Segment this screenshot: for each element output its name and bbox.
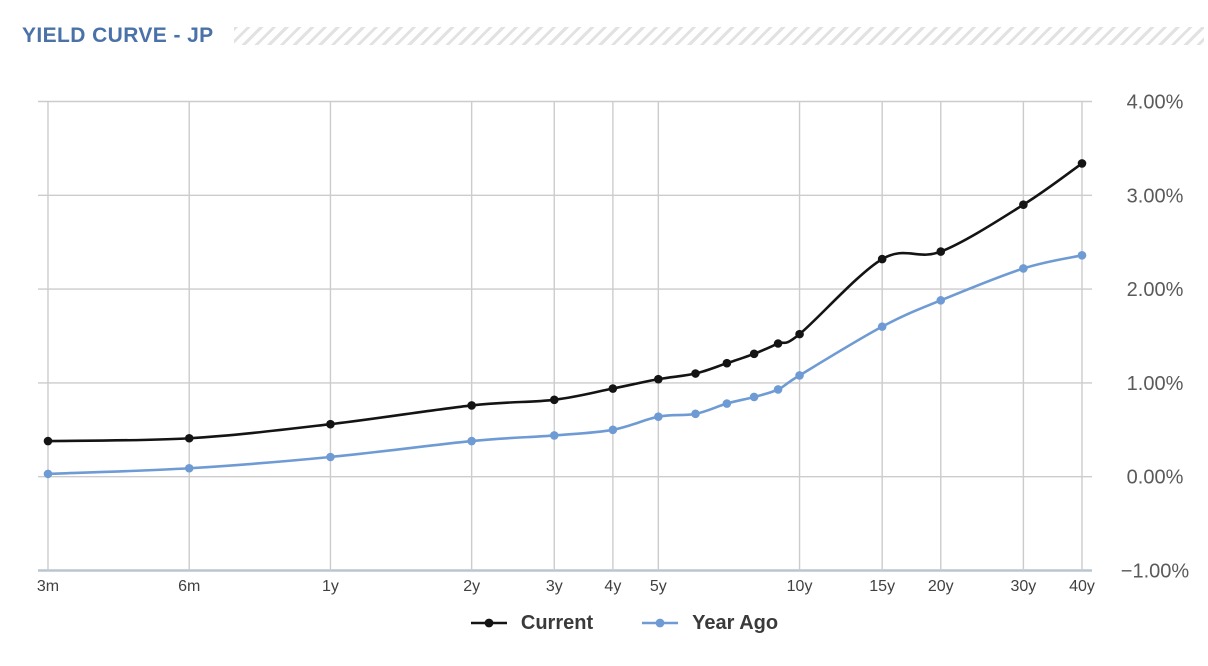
point-current-20y: [936, 247, 946, 256]
point-year-ago-4y: [608, 425, 618, 435]
title-hatch-decoration: [233, 27, 1204, 45]
x-tick-label-3y: 3y: [546, 578, 563, 595]
point-year-ago-30y: [1019, 264, 1028, 273]
x-tick-label-10y: 10y: [787, 578, 813, 595]
legend-item-year-ago[interactable]: Year Ago: [641, 613, 778, 633]
x-tick-label-1y: 1y: [322, 578, 339, 595]
point-year-ago-9y: [773, 385, 783, 394]
point-current-9y: [773, 339, 783, 348]
point-year-ago-15y: [877, 322, 887, 331]
page-title: YIELD CURVE - JP: [22, 24, 214, 47]
point-current-6y: [691, 369, 700, 378]
y-tick-label-3: 3.00%: [1127, 185, 1184, 207]
legend-item-current[interactable]: Current: [470, 613, 593, 633]
point-current-30y: [1019, 200, 1028, 209]
current-line-marker-icon: [470, 618, 507, 628]
point-current-7y: [722, 358, 732, 368]
point-year-ago-6y: [691, 409, 700, 419]
point-year-ago-5y: [654, 412, 663, 421]
point-current-3y: [549, 395, 559, 405]
legend-label-current: Current: [520, 612, 594, 634]
point-current-6m: [184, 433, 194, 443]
legend-marker-dot: [655, 618, 665, 628]
x-tick-label-6m: 6m: [178, 578, 200, 595]
point-current-10y: [795, 329, 804, 339]
x-tick-label-30y: 30y: [1010, 578, 1036, 595]
point-current-4y: [608, 384, 618, 393]
point-current-5y: [654, 374, 663, 384]
point-year-ago-1y: [326, 452, 335, 462]
year-ago-line-marker-icon: [642, 618, 679, 628]
x-tick-label-15y: 15y: [869, 578, 895, 595]
point-year-ago-2y: [467, 436, 476, 446]
x-tick-label-2y: 2y: [463, 578, 480, 595]
legend-label-year-ago: Year Ago: [692, 612, 779, 634]
legend-marker-dot: [484, 618, 494, 628]
point-current-3m: [43, 436, 53, 446]
point-current-15y: [877, 254, 887, 264]
point-year-ago-3y: [549, 431, 559, 440]
y-tick-label-0: 0.00%: [1127, 467, 1184, 489]
point-year-ago-6m: [184, 463, 194, 473]
series-line-current: [46, 162, 1084, 443]
header: YIELD CURVE - JP: [22, 24, 1204, 48]
point-year-ago-10y: [795, 371, 804, 380]
point-year-ago-3m: [43, 469, 53, 479]
x-tick-label-3m: 3m: [37, 578, 59, 595]
point-year-ago-8y: [749, 392, 759, 402]
x-tick-label-20y: 20y: [928, 578, 954, 595]
point-year-ago-20y: [936, 296, 946, 305]
point-year-ago-40y: [1077, 251, 1087, 260]
point-current-40y: [1077, 159, 1087, 168]
x-tick-label-5y: 5y: [650, 578, 667, 595]
y-tick-label-2: 2.00%: [1127, 279, 1184, 301]
y-tick-label--1: −1.00%: [1121, 561, 1190, 583]
point-current-8y: [749, 349, 759, 359]
point-current-2y: [467, 401, 476, 410]
point-year-ago-7y: [722, 399, 732, 408]
x-tick-label-4y: 4y: [604, 578, 621, 595]
y-tick-label-4: 4.00%: [1127, 92, 1184, 114]
x-tick-label-40y: 40y: [1069, 578, 1095, 595]
point-current-1y: [326, 419, 335, 429]
y-tick-label-1: 1.00%: [1127, 373, 1184, 395]
series-line-year-ago: [46, 254, 1084, 476]
legend: Current Year Ago: [40, 607, 1208, 639]
